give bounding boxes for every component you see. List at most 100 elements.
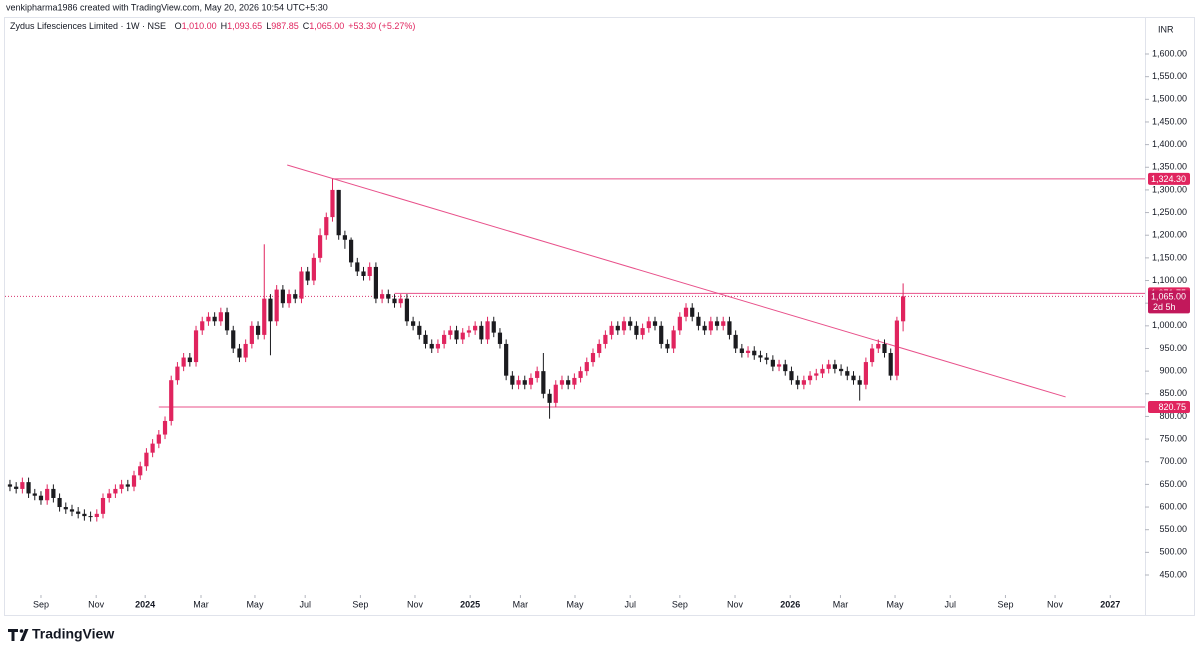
change: +53.30 (+5.27%): [348, 21, 415, 31]
candle-body: [119, 484, 124, 489]
candle-body: [156, 434, 161, 444]
candle-body: [894, 320, 900, 376]
candle-body: [609, 325, 614, 335]
candle-body: [553, 384, 558, 403]
x-tick-label: Nov: [1047, 599, 1064, 609]
y-tick-label: 450.00: [1159, 569, 1187, 579]
x-tick-label: May: [566, 599, 584, 609]
candle-body: [770, 359, 775, 367]
x-tick-label: Sep: [33, 599, 49, 609]
candle-body: [752, 350, 757, 356]
trendline: [287, 164, 1066, 398]
candle-body: [671, 330, 676, 349]
candle-body: [516, 380, 521, 385]
last-price-label: 1,065.00: [1151, 291, 1186, 301]
candle-body: [429, 343, 434, 349]
y-tick-label: 1,600.00: [1152, 48, 1187, 58]
candle-body: [845, 371, 850, 376]
price-tag: [1148, 401, 1190, 414]
candle-body: [584, 362, 589, 372]
candle-body: [882, 343, 887, 354]
candle-body: [206, 316, 211, 322]
candle-body: [454, 330, 459, 340]
candle-body: [510, 375, 515, 385]
candle-body: [237, 348, 242, 358]
candle-body: [820, 368, 825, 374]
ohlc-key: H: [221, 21, 228, 31]
candle-body: [355, 262, 360, 272]
candle-body: [144, 452, 149, 467]
candle-body: [783, 364, 788, 372]
y-tick-label: 1,350.00: [1152, 162, 1187, 172]
candle-body: [677, 316, 682, 331]
x-tick-label: Jul: [299, 599, 311, 609]
ohlc-value: 1,010.00: [182, 21, 217, 31]
y-tick-label: 600.00: [1159, 501, 1187, 511]
ohlc-key: C: [303, 21, 310, 31]
x-tick-label: May: [246, 599, 264, 609]
candle-body: [696, 316, 701, 326]
candle-body: [621, 321, 627, 331]
candle-body: [572, 377, 577, 385]
title: Zydus Lifesciences Limited · 1W · NSE: [10, 21, 166, 31]
candle-body: [373, 266, 379, 299]
candle-body: [473, 325, 478, 331]
candle-body: [231, 330, 236, 349]
ohlc-value: 1,093.65: [227, 21, 262, 31]
candle-body: [789, 371, 794, 381]
x-tick-label: May: [887, 599, 905, 609]
candle-body: [807, 375, 813, 381]
candle-body: [181, 357, 186, 367]
x-tick-label: 2025: [460, 599, 480, 609]
candle-body: [690, 307, 695, 317]
candle-body: [88, 516, 93, 518]
candle-body: [535, 371, 540, 378]
candle-body: [224, 312, 230, 331]
candle-body: [739, 348, 744, 354]
x-tick-label: Mar: [513, 599, 529, 609]
candle-body: [497, 332, 503, 344]
candle-body: [652, 321, 658, 326]
candle-body: [869, 348, 875, 363]
candle-body: [702, 325, 707, 331]
x-tick-label: Nov: [727, 599, 744, 609]
countdown: 2d 5h: [1153, 302, 1176, 312]
candle-body: [578, 371, 583, 378]
ohlc-value: 987.85: [271, 21, 299, 31]
candle-body: [113, 488, 118, 494]
candle-body: [727, 321, 732, 335]
candle-body: [262, 298, 267, 335]
y-tick-label: 1,300.00: [1152, 184, 1187, 194]
candle-body: [566, 380, 571, 385]
candle-body: [758, 355, 763, 358]
candle-body: [51, 488, 56, 498]
candle-body: [200, 321, 205, 331]
candle-body: [901, 296, 906, 322]
y-tick-label: 700.00: [1159, 456, 1187, 466]
candle-body: [640, 328, 645, 335]
candle-body: [857, 380, 862, 385]
candle-body: [268, 298, 273, 322]
candle-body: [100, 497, 106, 514]
candle-body: [528, 377, 534, 385]
candle-body: [628, 321, 633, 326]
candle-body: [491, 321, 496, 333]
candle-body: [380, 294, 385, 299]
candle-body: [547, 393, 552, 403]
candle-body: [708, 321, 713, 331]
candle-body: [386, 294, 391, 299]
candle-body: [435, 343, 441, 349]
x-tick-label: Sep: [672, 599, 688, 609]
y-tick-label: 1,100.00: [1152, 275, 1187, 285]
credit: venkipharma1986 created with TradingView…: [6, 2, 328, 12]
candle-body: [212, 316, 217, 322]
candle-body: [107, 493, 112, 498]
candle-body: [249, 325, 254, 344]
y-tick-label: 650.00: [1159, 479, 1187, 489]
candle-body: [423, 334, 428, 344]
x-tick-label: Sep: [352, 599, 368, 609]
y-tick-label: 550.00: [1159, 524, 1187, 534]
candle-body: [218, 312, 223, 322]
